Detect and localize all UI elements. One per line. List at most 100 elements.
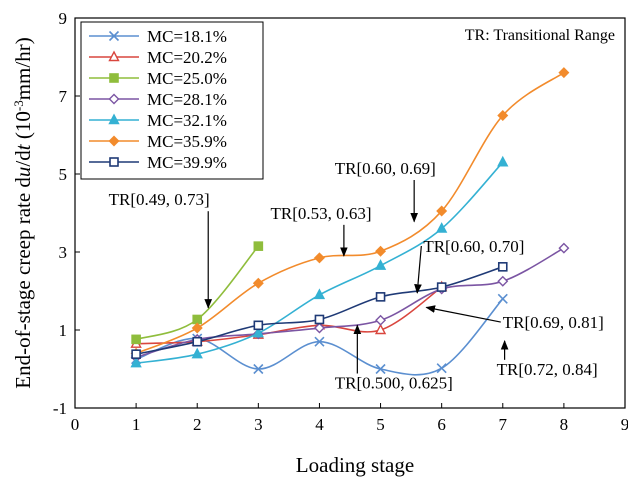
data-point	[131, 349, 141, 359]
x-tick-label: 5	[376, 415, 385, 434]
data-point	[374, 323, 387, 335]
data-point	[558, 242, 570, 254]
annotation-label: TR[0.60, 0.70]	[423, 237, 524, 256]
data-point	[252, 326, 264, 338]
y-axis-label-part: u	[11, 167, 35, 178]
data-point	[313, 288, 326, 300]
data-point	[497, 275, 509, 287]
legend-swatch-marker	[108, 135, 120, 147]
y-axis-label-part: t	[11, 143, 35, 150]
data-point	[253, 241, 264, 251]
data-point	[497, 110, 509, 121]
legend-label: MC=20.2%	[147, 48, 227, 67]
y-tick-label: -1	[53, 399, 67, 418]
legend-label: MC=39.9%	[147, 153, 227, 172]
y-axis-label: End-of-stage creep rate du/dt (10-3mm/hr…	[11, 37, 36, 388]
data-point	[253, 363, 264, 375]
data-point	[375, 314, 387, 326]
data-point	[192, 314, 203, 325]
data-point	[192, 336, 203, 347]
legend-swatch-marker	[109, 157, 119, 167]
y-axis-label-part: /d	[11, 150, 35, 167]
data-point	[191, 347, 203, 359]
y-tick-label: 9	[59, 9, 68, 28]
data-point	[191, 322, 203, 334]
data-point	[313, 252, 325, 264]
data-point	[252, 277, 264, 289]
data-point	[375, 292, 386, 302]
legend-item: MC=39.9%	[89, 153, 227, 172]
plot-frame	[74, 17, 626, 409]
legend-label: MC=32.1%	[147, 111, 227, 130]
y-axis-label-part: -3	[11, 100, 26, 111]
x-tick-label: 1	[132, 415, 141, 434]
legend-item: MC=32.1%	[89, 111, 227, 130]
legend-label: MC=25.0%	[147, 69, 227, 88]
data-point	[436, 282, 447, 292]
x-tick-label: 9	[621, 415, 628, 434]
series-1	[131, 293, 508, 376]
data-point	[558, 67, 570, 79]
data-point	[374, 259, 387, 270]
data-point	[314, 314, 325, 325]
annotation-label: TR[0.500, 0.625]	[335, 374, 453, 393]
x-tick-label: 3	[254, 415, 263, 434]
x-tick-label: 8	[560, 415, 569, 434]
annotation-label: TR[0.53, 0.63]	[271, 204, 372, 223]
series-5	[130, 155, 509, 368]
annotation-arrow	[425, 305, 501, 323]
legend-swatch-marker	[108, 93, 120, 105]
legend-swatch-marker	[108, 30, 120, 42]
data-point	[436, 222, 448, 233]
data-point	[497, 262, 508, 272]
note-text: TR: Transitional Range	[465, 27, 615, 44]
annotation-label: TR[0.69, 0.81]	[503, 313, 604, 332]
series-6	[130, 67, 570, 359]
y-axis-label-part: End-of-stage creep rate d	[11, 177, 35, 389]
legend-item: MC=18.1%	[89, 27, 227, 46]
y-tick-label: 1	[59, 321, 68, 340]
series-line	[135, 298, 504, 376]
legend-swatch-marker	[108, 50, 120, 62]
x-tick-label: 4	[315, 415, 324, 434]
data-point	[130, 356, 142, 368]
series-line	[135, 71, 565, 355]
x-tick-label: 6	[437, 415, 446, 434]
y-axis-label-part: mm/hr)	[11, 37, 35, 100]
legend-item: MC=25.0%	[89, 69, 227, 88]
data-point	[314, 336, 325, 347]
y-tick-label: 5	[59, 165, 68, 184]
legend-item: MC=35.9%	[89, 132, 227, 151]
legend-label: MC=35.9%	[147, 132, 227, 151]
legend-swatch-marker	[109, 73, 119, 83]
series-7	[131, 262, 508, 359]
legend-label: MC=18.1%	[147, 27, 227, 46]
x-tick-label: 2	[193, 415, 202, 434]
annotation-arrow	[414, 245, 422, 294]
legend-label: MC=28.1%	[147, 90, 227, 109]
data-point	[131, 334, 141, 345]
legend-item: MC=20.2%	[89, 48, 227, 67]
data-point	[253, 320, 264, 331]
x-tick-label: 0	[71, 415, 80, 434]
x-axis-label: Loading stage	[296, 453, 414, 477]
legend-swatch-marker	[108, 113, 120, 125]
legend: MC=18.1% MC=20.2% MC=25.0% MC=28.1% MC=32.1%…	[80, 21, 264, 180]
annotation-label: TR[0.49, 0.73]	[109, 190, 210, 209]
y-tick-label: 3	[59, 243, 68, 262]
data-point	[497, 155, 509, 167]
data-point	[375, 245, 387, 257]
y-axis-label-part: (10	[11, 111, 35, 144]
legend-item: MC=28.1%	[89, 90, 227, 109]
x-tick-label: 7	[499, 415, 508, 434]
data-point	[436, 205, 448, 217]
annotation-label: TR[0.72, 0.84]	[497, 360, 598, 379]
y-tick-label: 7	[59, 87, 68, 106]
data-point	[375, 363, 386, 375]
data-point	[313, 322, 325, 334]
data-point	[497, 293, 508, 304]
annotation-label: TR[0.60, 0.69]	[335, 159, 436, 178]
data-point	[436, 363, 447, 374]
